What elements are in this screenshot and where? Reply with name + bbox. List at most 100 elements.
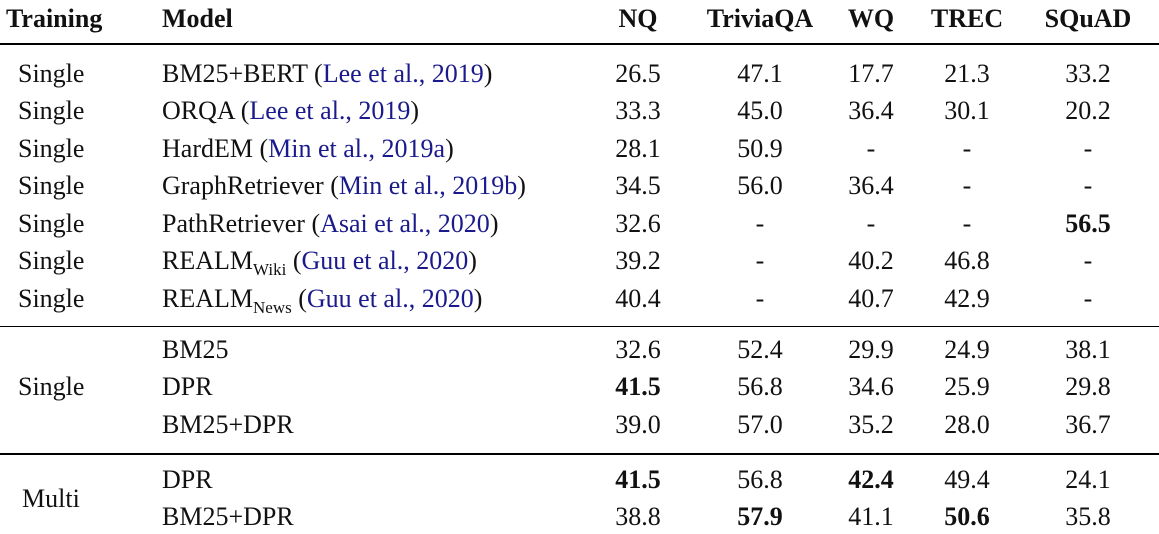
- nq-value: 41.5: [615, 465, 661, 494]
- wq-value: 40.7: [848, 284, 894, 313]
- squad-value: 33.2: [1065, 59, 1111, 88]
- training-cell: Single: [18, 209, 85, 238]
- squad-value: 56.5: [1065, 209, 1111, 238]
- model-name: BM25+DPR: [162, 502, 294, 531]
- model-cell: GraphRetriever (Min et al., 2019b): [162, 171, 526, 200]
- nq-value: 34.5: [615, 171, 661, 200]
- header-squad: SQuAD: [1044, 4, 1132, 33]
- top-rule: [0, 43, 1159, 45]
- training-cell: Single: [18, 246, 85, 275]
- model-cell: REALMWiki (Guu et al., 2020): [162, 246, 477, 279]
- citation-link[interactable]: Lee et al., 2019: [249, 96, 411, 125]
- citation-link[interactable]: Guu et al., 2020: [301, 246, 469, 275]
- citation-link[interactable]: Min et al., 2019a: [268, 134, 446, 163]
- header-triviaqa: TriviaQA: [706, 4, 814, 33]
- citation-link[interactable]: Guu et al., 2020: [306, 284, 474, 313]
- triviaqa-value: 56.0: [737, 171, 783, 200]
- triviaqa-value: 57.0: [737, 410, 783, 439]
- nq-value: 39.0: [615, 410, 661, 439]
- trec-value: -: [962, 171, 972, 200]
- trec-value: 21.3: [944, 59, 990, 88]
- model-name: BM25+BERT: [162, 59, 308, 88]
- model-subscript: News: [253, 298, 292, 317]
- nq-value: 32.6: [615, 209, 661, 238]
- squad-value: -: [1083, 246, 1093, 275]
- trec-value: 30.1: [944, 96, 990, 125]
- triviaqa-value: -: [755, 209, 765, 238]
- wq-value: -: [866, 134, 876, 163]
- nq-value: 26.5: [615, 59, 661, 88]
- training-cell: Single: [18, 284, 85, 313]
- trec-value: 25.9: [944, 372, 990, 401]
- model-name: REALM: [162, 246, 253, 275]
- nq-value: 38.8: [615, 502, 661, 531]
- model-cell: DPR: [162, 372, 213, 402]
- wq-value: 36.4: [848, 96, 894, 125]
- model-cell: PathRetriever (Asai et al., 2020): [162, 209, 499, 238]
- wq-value: 36.4: [848, 171, 894, 200]
- trec-value: 46.8: [944, 246, 990, 275]
- model-cell: BM25+BERT (Lee et al., 2019): [162, 59, 493, 88]
- model-name: DPR: [162, 372, 213, 401]
- model-cell: BM25: [162, 335, 228, 365]
- header-training: Training: [6, 4, 103, 33]
- wq-value: 17.7: [848, 59, 894, 88]
- model-name: GraphRetriever: [162, 171, 324, 200]
- wq-value: 40.2: [848, 246, 894, 275]
- wq-value: 35.2: [848, 410, 894, 439]
- model-cell: ORQA (Lee et al., 2019): [162, 96, 420, 125]
- section-rule-1: [0, 326, 1159, 327]
- model-subscript: Wiki: [253, 260, 287, 279]
- squad-value: 24.1: [1065, 465, 1111, 494]
- training-cell: Single: [18, 171, 85, 200]
- triviaqa-value: -: [755, 246, 765, 275]
- training-cell: Single: [18, 59, 85, 88]
- header-model: Model: [162, 4, 233, 33]
- model-name: PathRetriever: [162, 209, 305, 238]
- trec-value: 49.4: [944, 465, 990, 494]
- squad-value: -: [1083, 171, 1093, 200]
- trec-value: 50.6: [944, 502, 990, 531]
- trec-value: -: [962, 209, 972, 238]
- nq-value: 40.4: [615, 284, 661, 313]
- nq-value: 32.6: [615, 335, 661, 364]
- group-label-multi: Multi: [22, 484, 80, 513]
- squad-value: -: [1083, 284, 1093, 313]
- triviaqa-value: -: [755, 284, 765, 313]
- squad-value: 29.8: [1065, 372, 1111, 401]
- triviaqa-value: 57.9: [737, 502, 783, 531]
- wq-value: -: [866, 209, 876, 238]
- citation-link[interactable]: Asai et al., 2020: [320, 209, 490, 238]
- citation-link[interactable]: Lee et al., 2019: [322, 59, 484, 88]
- citation-link[interactable]: Min et al., 2019b: [338, 171, 518, 200]
- model-name: BM25+DPR: [162, 410, 294, 439]
- wq-value: 34.6: [848, 372, 894, 401]
- triviaqa-value: 45.0: [737, 96, 783, 125]
- nq-value: 41.5: [615, 372, 661, 401]
- trec-value: 24.9: [944, 335, 990, 364]
- squad-value: 38.1: [1065, 335, 1111, 364]
- header-wq: WQ: [847, 4, 895, 33]
- triviaqa-value: 50.9: [737, 134, 783, 163]
- nq-value: 28.1: [615, 134, 661, 163]
- wq-value: 41.1: [848, 502, 894, 531]
- header-trec: TREC: [930, 4, 1004, 33]
- group-label-single: Single: [18, 372, 85, 401]
- model-cell: HardEM (Min et al., 2019a): [162, 134, 454, 163]
- squad-value: 36.7: [1065, 410, 1111, 439]
- model-cell: DPR: [162, 465, 213, 495]
- nq-value: 33.3: [615, 96, 661, 125]
- model-name: BM25: [162, 335, 229, 364]
- wq-value: 29.9: [848, 335, 894, 364]
- trec-value: 42.9: [944, 284, 990, 313]
- model-name: DPR: [162, 465, 213, 494]
- triviaqa-value: 56.8: [737, 372, 783, 401]
- triviaqa-value: 52.4: [737, 335, 783, 364]
- triviaqa-value: 56.8: [737, 465, 783, 494]
- trec-value: 28.0: [944, 410, 990, 439]
- model-cell: REALMNews (Guu et al., 2020): [162, 284, 483, 317]
- model-name: HardEM: [162, 134, 253, 163]
- model-name: ORQA: [162, 96, 235, 125]
- model-name: REALM: [162, 284, 253, 313]
- trec-value: -: [962, 134, 972, 163]
